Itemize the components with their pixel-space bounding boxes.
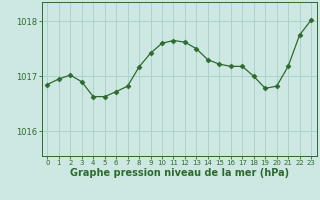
- X-axis label: Graphe pression niveau de la mer (hPa): Graphe pression niveau de la mer (hPa): [70, 168, 289, 178]
